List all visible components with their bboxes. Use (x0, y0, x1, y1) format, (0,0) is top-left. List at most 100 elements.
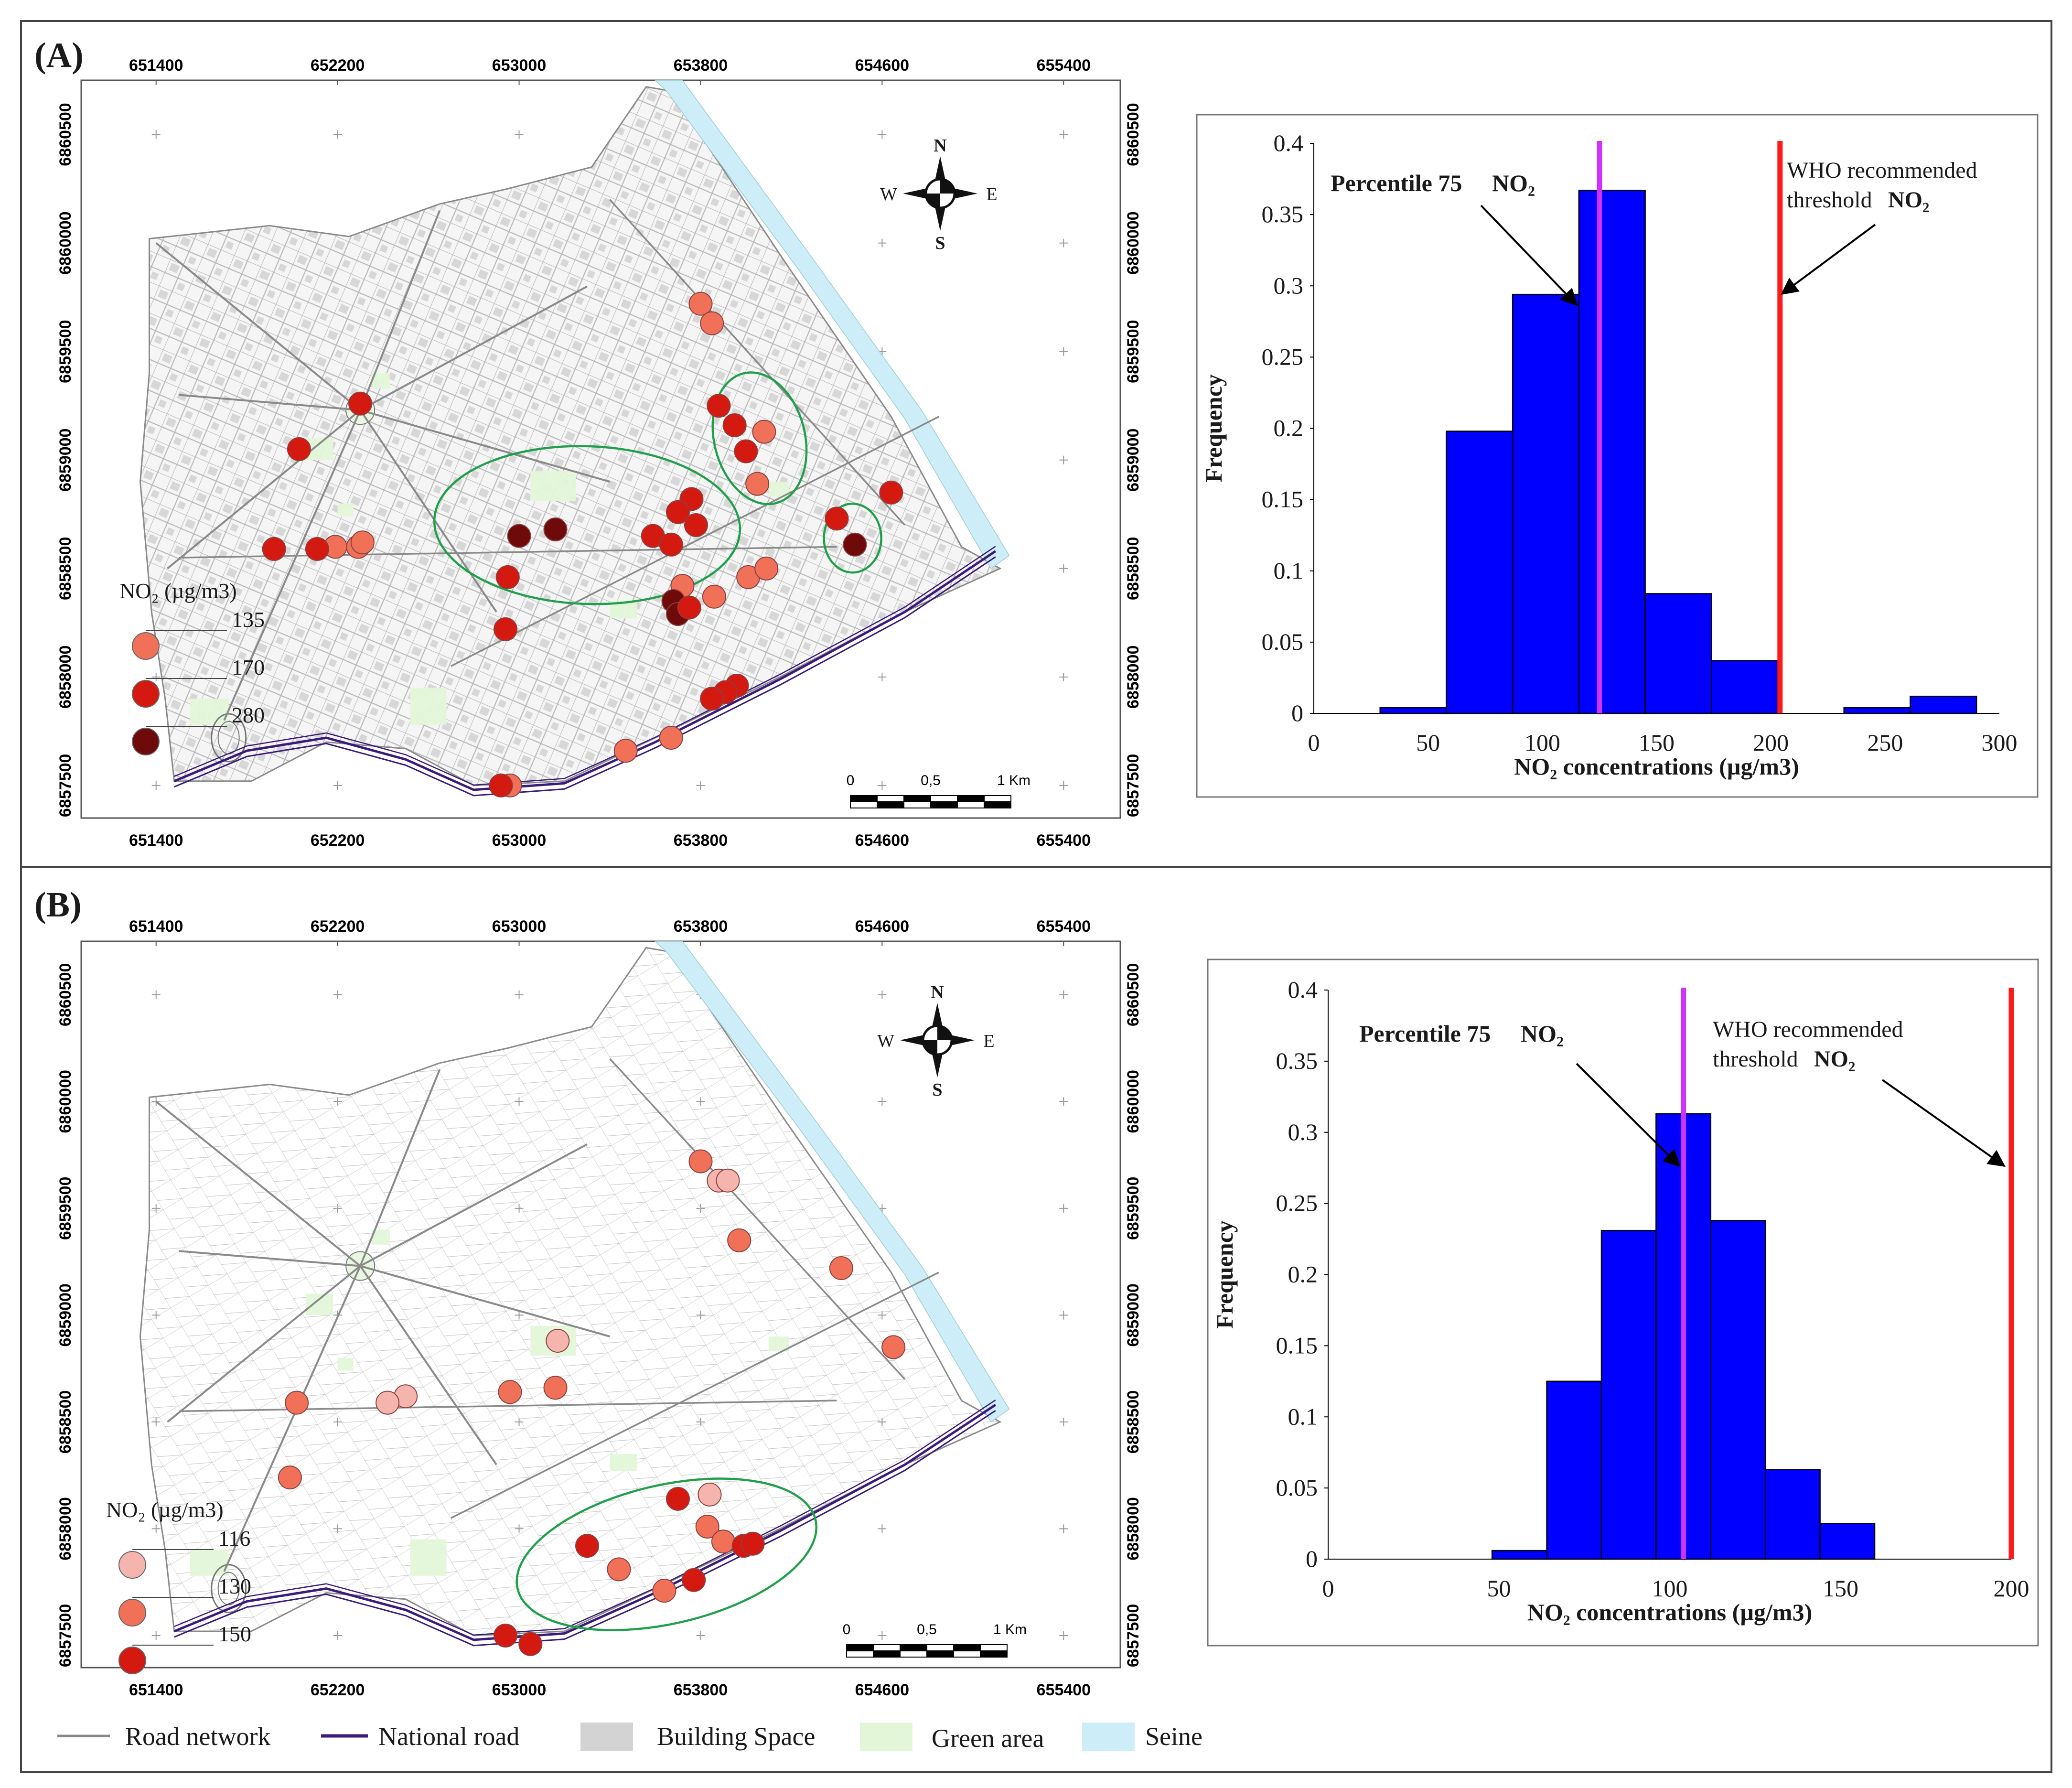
y-tick-label: 0.3 (1274, 272, 1304, 299)
map-y-tick-right: 6857500 (1124, 1604, 1142, 1667)
scalebar-label-0: 0 (843, 1622, 851, 1637)
scalebar-segment (953, 1644, 981, 1651)
map-y-tick-right: 6858500 (1124, 1390, 1142, 1454)
x-tick-label: 200 (1994, 1575, 2029, 1602)
grid-cross (151, 1524, 161, 1533)
y-tick-label: 0.15 (1276, 1332, 1318, 1358)
stadium (211, 713, 247, 763)
grid-cross (1059, 990, 1068, 999)
map-y-tick-right: 6860500 (1124, 103, 1142, 166)
map-x-tick-top: 654600 (855, 56, 909, 75)
y-tick-label: 0.4 (1274, 129, 1304, 156)
panel-a-label: (A) (34, 36, 84, 75)
avenue (155, 242, 361, 411)
grid-cross (1059, 347, 1068, 356)
no2-site-marker (666, 500, 690, 524)
map-y-tick-right: 6860000 (1124, 1070, 1142, 1133)
scalebar-segment (926, 1644, 954, 1651)
legend-circle-130 (118, 1599, 146, 1626)
map-y-tick-right: 6859000 (1124, 429, 1142, 492)
no2-site-marker (843, 532, 867, 557)
scalebar-segment (980, 1650, 1008, 1658)
no2-site-marker (278, 1465, 302, 1490)
x-tick-label: 250 (1867, 729, 1903, 756)
highlight-ellipse (711, 371, 808, 506)
legend-green-label: Green area (932, 1724, 1044, 1753)
grid-cross (1059, 1631, 1068, 1640)
map-x-tick-top: 654600 (855, 917, 909, 936)
legend-value-280: 280 (232, 703, 265, 727)
x-tick-label: 50 (1487, 1575, 1511, 1602)
grid-cross (333, 1631, 342, 1640)
avenue (359, 1265, 497, 1465)
compass-icon (903, 156, 977, 231)
compass-s: S (932, 1080, 942, 1100)
grid-cross (151, 781, 161, 790)
map-y-tick-left: 6860500 (56, 103, 75, 166)
grid-cross (878, 990, 887, 999)
map-y-tick-left: 6859000 (56, 429, 75, 492)
scalebar-segment (850, 801, 878, 808)
percentile-annotation: Percentile 75 (1331, 170, 1462, 196)
avenue (359, 1069, 441, 1267)
avenue (360, 409, 611, 483)
grid-cross (878, 672, 887, 681)
grid-cross (151, 990, 161, 999)
y-tick-label: 0.35 (1262, 201, 1304, 227)
histogram-panel-a: 0 0.05 0.1 0.15 0.2 0.25 0.3 0.35 0.4 0 50 100 150 20… (1196, 114, 2039, 798)
no2-site-marker (741, 1531, 765, 1556)
map-y-tick-right: 6858000 (1124, 1497, 1142, 1560)
no2-site-marker (881, 1335, 906, 1359)
who-annotation-line2: threshold (1787, 187, 1872, 213)
scalebar-segment (903, 795, 931, 802)
legend-seine-label: Seine (1145, 1722, 1202, 1751)
who-annotation-line1: WHO recommended (1713, 1017, 1903, 1042)
map-y-tick-right: 6859500 (1124, 320, 1142, 383)
grid-cross (878, 1631, 887, 1640)
map-x-tick-top: 653800 (674, 917, 728, 936)
map-y-tick-right: 6859000 (1124, 1283, 1142, 1346)
histogram-bar (1379, 707, 1447, 714)
scalebar-segment (930, 801, 958, 808)
histogram-bar (1764, 1469, 1821, 1560)
percentile-arrow (1576, 1063, 1681, 1167)
compass-icon (900, 1003, 975, 1077)
no2-site-marker (711, 1529, 735, 1554)
no2-site-marker (716, 1168, 740, 1193)
no2-site-marker (575, 1534, 600, 1558)
scalebar-segment (846, 1650, 874, 1658)
grid-cross (1059, 455, 1068, 464)
who-arrow (1881, 1079, 2006, 1167)
scalebar-segment (900, 1644, 927, 1651)
grid-cross (878, 238, 887, 248)
scalebar-segment (873, 1650, 901, 1658)
no2-site-marker (489, 773, 513, 797)
grid-cross (1059, 1204, 1068, 1213)
y-tick-label: 0.25 (1276, 1190, 1318, 1217)
no2-site-marker (507, 524, 531, 548)
y-tick-label: 0.1 (1274, 557, 1304, 584)
grid-cross (696, 1631, 705, 1640)
y-tick-label: 0.05 (1276, 1474, 1318, 1501)
no2-site-marker (695, 1514, 719, 1539)
map-y-tick-left: 6857500 (56, 1604, 75, 1667)
no2-site-marker (829, 1256, 853, 1280)
compass-quadrants (923, 1026, 952, 1055)
compass-n: N (931, 982, 944, 1002)
scalebar-segment (903, 801, 931, 808)
green-area (306, 1293, 333, 1315)
grid-cross (878, 781, 887, 790)
scalebar-segment (930, 795, 958, 802)
grid-cross (151, 672, 161, 681)
y-tick-label: 0.4 (1288, 976, 1318, 1003)
avenue (609, 199, 906, 526)
legend-building-label: Building Space (657, 1722, 815, 1751)
histogram-bar (1910, 695, 1977, 714)
map-x-tick-bottom: 653000 (492, 831, 546, 850)
national-road (173, 1404, 997, 1641)
map-y-tick-right: 6858000 (1124, 646, 1142, 709)
legend-value-130: 130 (218, 1574, 251, 1598)
avenue (451, 1271, 939, 1519)
legend-value-116: 116 (218, 1526, 250, 1551)
map-legend-title: NO₂ (µg/m3) (119, 579, 237, 603)
